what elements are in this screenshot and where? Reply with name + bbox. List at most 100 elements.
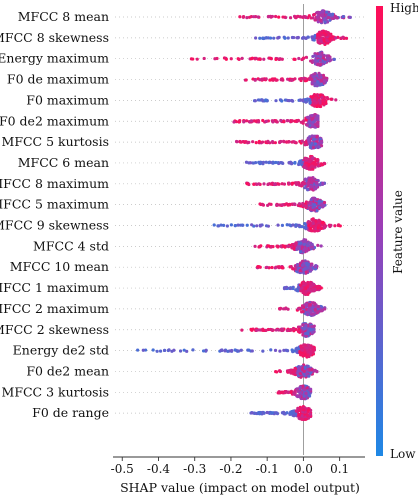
shap-point bbox=[327, 15, 331, 20]
shap-point bbox=[309, 310, 313, 314]
colorbar-gradient bbox=[376, 6, 383, 456]
shap-point bbox=[322, 161, 327, 166]
shap-point bbox=[306, 414, 310, 418]
feature-label: F0 de range bbox=[32, 405, 109, 420]
shap-point bbox=[274, 57, 278, 61]
shap-point bbox=[341, 15, 346, 19]
shap-point bbox=[265, 265, 269, 269]
feature-label: F0 maximum bbox=[26, 92, 109, 107]
shap-point bbox=[308, 76, 312, 80]
shap-point bbox=[282, 119, 286, 124]
shap-point bbox=[292, 57, 296, 61]
shap-point bbox=[303, 350, 307, 354]
shap-point bbox=[294, 409, 298, 413]
shap-point bbox=[274, 328, 278, 332]
shap-point bbox=[325, 54, 329, 58]
shap-point bbox=[311, 217, 315, 221]
shap-point bbox=[310, 117, 315, 121]
shap-point bbox=[277, 57, 281, 62]
shap-point bbox=[298, 372, 302, 376]
shap-point bbox=[305, 313, 310, 317]
shap-point bbox=[274, 14, 278, 19]
shap-point bbox=[305, 157, 309, 161]
shap-point bbox=[295, 346, 299, 350]
shap-point bbox=[299, 98, 303, 102]
shap-point bbox=[317, 145, 321, 149]
shap-point bbox=[273, 266, 277, 270]
shap-point bbox=[279, 161, 284, 165]
shap-point bbox=[270, 265, 274, 270]
shap-point bbox=[271, 77, 276, 81]
shap-point bbox=[314, 101, 318, 105]
shap-point bbox=[246, 141, 250, 145]
shap-point bbox=[306, 284, 310, 288]
shap-point bbox=[302, 15, 307, 19]
shap-point bbox=[308, 303, 312, 307]
shap-point bbox=[291, 267, 295, 271]
shap-point bbox=[250, 223, 254, 227]
shap-point bbox=[310, 242, 314, 247]
shap-point bbox=[250, 349, 254, 353]
shap-point bbox=[308, 101, 312, 105]
shap-point bbox=[308, 143, 313, 147]
shap-point bbox=[292, 369, 296, 374]
shap-point bbox=[249, 57, 253, 61]
shap-point bbox=[281, 203, 285, 207]
shap-point bbox=[304, 97, 308, 102]
shap-point bbox=[274, 411, 279, 415]
shap-point bbox=[284, 306, 288, 310]
shap-point bbox=[264, 98, 268, 102]
shap-point bbox=[312, 225, 316, 229]
shap-point bbox=[258, 78, 262, 82]
shap-point bbox=[279, 78, 283, 82]
shap-point bbox=[309, 328, 313, 332]
shap-point bbox=[304, 77, 308, 81]
shap-point bbox=[280, 266, 284, 270]
shap-point bbox=[302, 372, 306, 376]
shap-point bbox=[273, 348, 278, 352]
shap-point bbox=[272, 36, 276, 40]
shap-point bbox=[253, 57, 257, 61]
shap-point bbox=[306, 35, 310, 39]
feature-label: F0 de2 mean bbox=[26, 363, 109, 378]
shap-point bbox=[318, 205, 322, 210]
shap-point bbox=[315, 158, 320, 162]
shap-point bbox=[295, 350, 299, 354]
x-tick-label: -0.3 bbox=[183, 462, 206, 476]
shap-point bbox=[257, 244, 262, 249]
feature-label: MFCC 6 mean bbox=[18, 155, 109, 170]
shap-point bbox=[316, 164, 320, 168]
colorbar: High Low Feature value bbox=[376, 1, 418, 461]
shap-point bbox=[155, 349, 159, 353]
feature-label: MFCC 3 kurtosis bbox=[2, 384, 109, 399]
shap-point bbox=[315, 208, 319, 213]
shap-point bbox=[305, 386, 309, 390]
shap-point bbox=[309, 266, 313, 271]
shap-point bbox=[261, 36, 265, 40]
feature-label: MFCC 4 std bbox=[33, 238, 109, 253]
shap-point bbox=[307, 223, 311, 228]
shap-point bbox=[253, 77, 257, 82]
shap-point bbox=[308, 288, 312, 292]
shap-point bbox=[219, 223, 223, 227]
shap-point bbox=[318, 101, 322, 105]
shap-point bbox=[309, 180, 313, 185]
shap-point bbox=[302, 238, 306, 242]
shap-point bbox=[240, 56, 244, 60]
shap-point bbox=[319, 244, 323, 248]
shap-point bbox=[250, 411, 254, 415]
shap-point bbox=[273, 141, 277, 145]
shap-point bbox=[274, 99, 278, 103]
shap-point bbox=[313, 142, 318, 146]
feature-label: MFCC 9 skewness bbox=[0, 218, 109, 233]
shap-point bbox=[285, 223, 289, 227]
shap-point bbox=[283, 36, 287, 40]
shap-point bbox=[288, 16, 293, 20]
shap-point bbox=[335, 16, 339, 20]
shap-point bbox=[266, 15, 270, 19]
shap-point bbox=[261, 77, 265, 81]
shap-point bbox=[326, 31, 330, 35]
feature-label: F0 de maximum bbox=[7, 72, 109, 87]
shap-point bbox=[301, 263, 305, 267]
